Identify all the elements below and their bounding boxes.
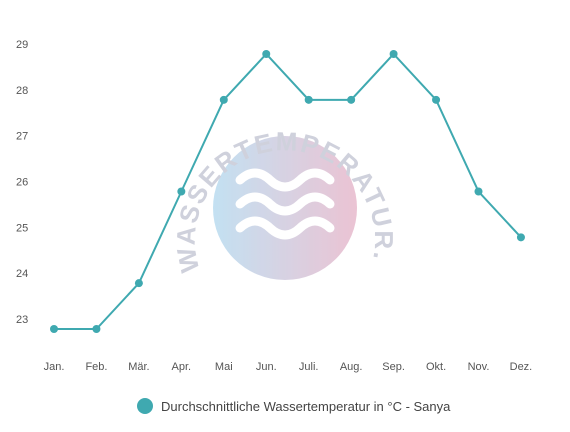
- y-tick-label: 26: [16, 177, 28, 189]
- x-tick-label: Aug.: [340, 361, 363, 373]
- y-tick-label: 28: [16, 85, 28, 97]
- x-tick-label: Jan.: [44, 361, 65, 373]
- watermark: WASSERTEMPERATUR.ORG: [0, 0, 397, 280]
- data-point-Jan.[interactable]: [50, 325, 58, 333]
- x-tick-label: Sep.: [382, 361, 405, 373]
- data-point-Apr.[interactable]: [177, 187, 186, 196]
- data-point-Juli.[interactable]: [304, 95, 313, 104]
- data-point-Mär.[interactable]: [134, 279, 143, 288]
- y-tick-label: 29: [16, 39, 28, 51]
- data-point-Dez.[interactable]: [516, 233, 525, 242]
- series-layer: [50, 50, 525, 333]
- x-tick-label: Jun.: [256, 361, 277, 373]
- y-tick-label: 25: [16, 222, 28, 234]
- data-point-Feb.[interactable]: [92, 325, 101, 333]
- y-tick-label: 27: [16, 131, 28, 143]
- data-point-Sep.[interactable]: [389, 50, 398, 58]
- x-tick-label: Dez.: [510, 361, 533, 373]
- x-tick-label: Mai: [215, 361, 233, 373]
- data-point-Nov.[interactable]: [474, 187, 483, 196]
- data-point-Mai[interactable]: [219, 95, 228, 104]
- y-axis: 23 24 25 26 27 28 29: [16, 39, 28, 326]
- legend[interactable]: Durchschnittliche Wassertemperatur in °C…: [137, 398, 450, 414]
- legend-marker-icon: [137, 398, 153, 414]
- y-tick-label: 23: [16, 314, 28, 326]
- data-point-Aug.[interactable]: [347, 95, 356, 104]
- watermark-waves-icon: [235, 168, 335, 240]
- series-line: [54, 52, 522, 330]
- x-tick-label: Apr.: [172, 361, 192, 373]
- data-point-Jun.[interactable]: [262, 50, 271, 58]
- data-point-Okt.[interactable]: [432, 95, 441, 104]
- x-tick-label: Feb.: [85, 361, 107, 373]
- y-tick-label: 24: [16, 268, 28, 280]
- x-tick-label: Juli.: [299, 361, 319, 373]
- x-axis: Jan. Feb. Mär. Apr. Mai Jun. Juli. Aug. Sep. Okt.…: [44, 361, 533, 373]
- x-tick-label: Okt.: [426, 361, 446, 373]
- x-tick-label: Nov.: [468, 361, 490, 373]
- x-tick-label: Mär.: [128, 361, 149, 373]
- legend-label: Durchschnittliche Wassertemperatur in °C…: [161, 398, 451, 414]
